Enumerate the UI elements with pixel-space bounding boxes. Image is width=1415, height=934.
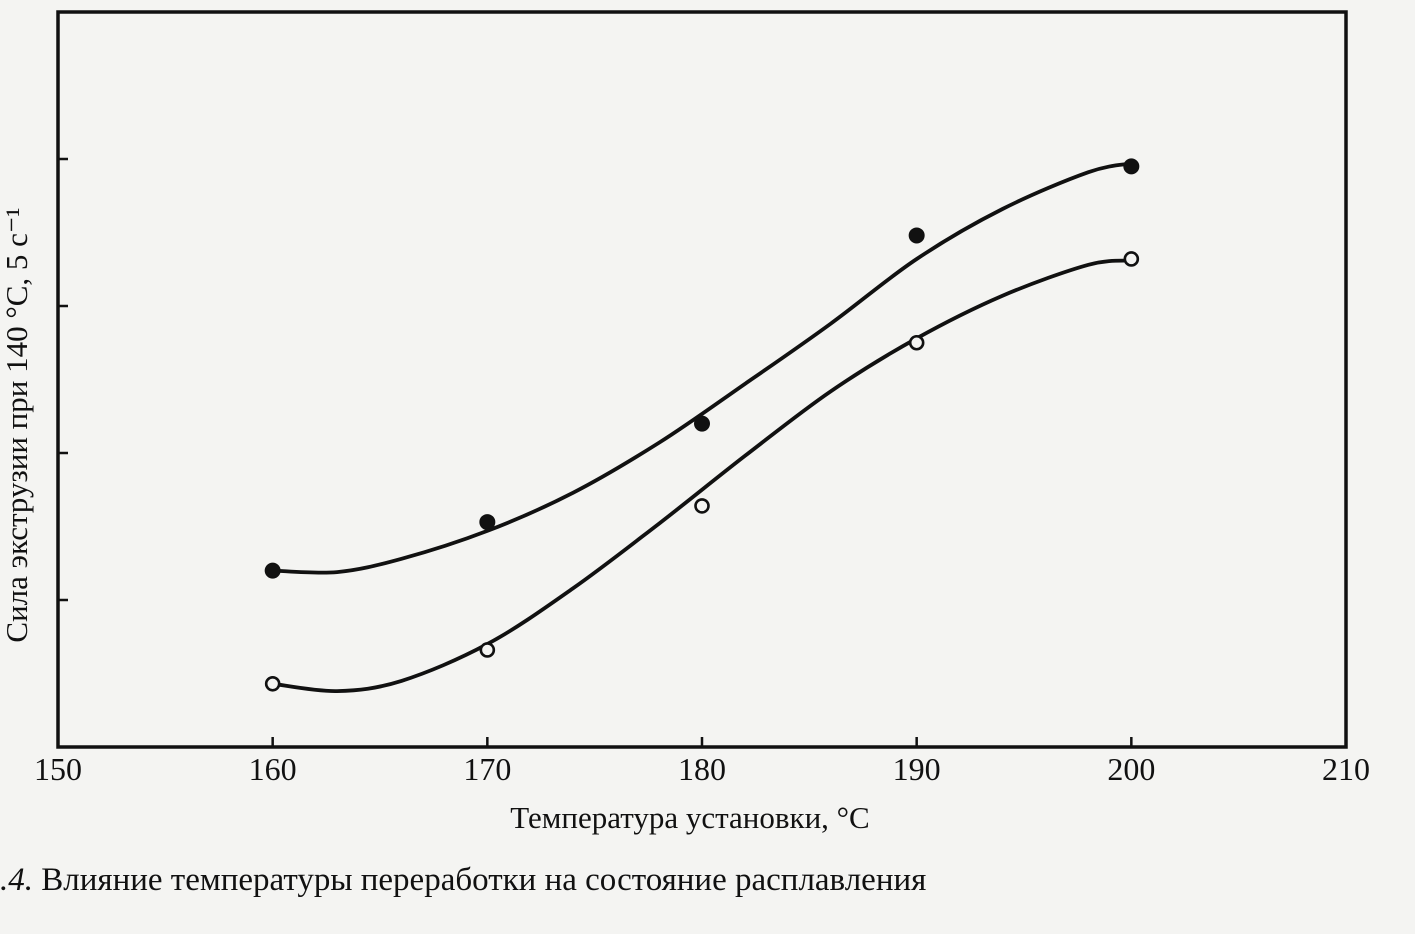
figure-caption: .4. Влияние температуры переработки на с… (0, 862, 1415, 922)
x-axis-label: Температура установки, °C (510, 800, 869, 835)
x-tick-label: 170 (463, 751, 511, 787)
filled-point (264, 562, 281, 579)
chart: 150 160 170 180 190 200 210 Температура устано… (0, 10, 1370, 835)
open-point (264, 675, 281, 692)
open-point (1123, 251, 1140, 267)
plot-frame (56, 10, 1348, 749)
x-tick-label: 210 (1322, 751, 1370, 787)
axis-ticks (58, 157, 1133, 747)
filled-point (479, 514, 496, 531)
fit-curves (272, 161, 1132, 694)
filled-point (694, 415, 710, 432)
filled-point (1123, 158, 1140, 175)
x-tick-label: 180 (678, 751, 726, 787)
x-tick-label: 150 (34, 751, 82, 787)
open-point (908, 334, 925, 351)
open-point (479, 642, 496, 658)
caption-text: Влияние температуры переработки на состо… (33, 862, 927, 898)
fit-curve-1 (272, 161, 1132, 575)
x-tick-label: 190 (893, 751, 941, 787)
y-axis-label: Сила экструзии при 140 °C, 5 с⁻¹ (0, 207, 34, 642)
fit-curve-2 (272, 258, 1132, 694)
data-points (264, 158, 1140, 692)
x-tick-label: 160 (249, 751, 297, 787)
x-tick-labels: 150 160 170 180 190 200 210 (34, 751, 1370, 787)
caption-number: .4. (0, 862, 33, 898)
filled-point (908, 227, 925, 244)
x-tick-label: 200 (1107, 751, 1155, 787)
open-point (694, 498, 710, 514)
